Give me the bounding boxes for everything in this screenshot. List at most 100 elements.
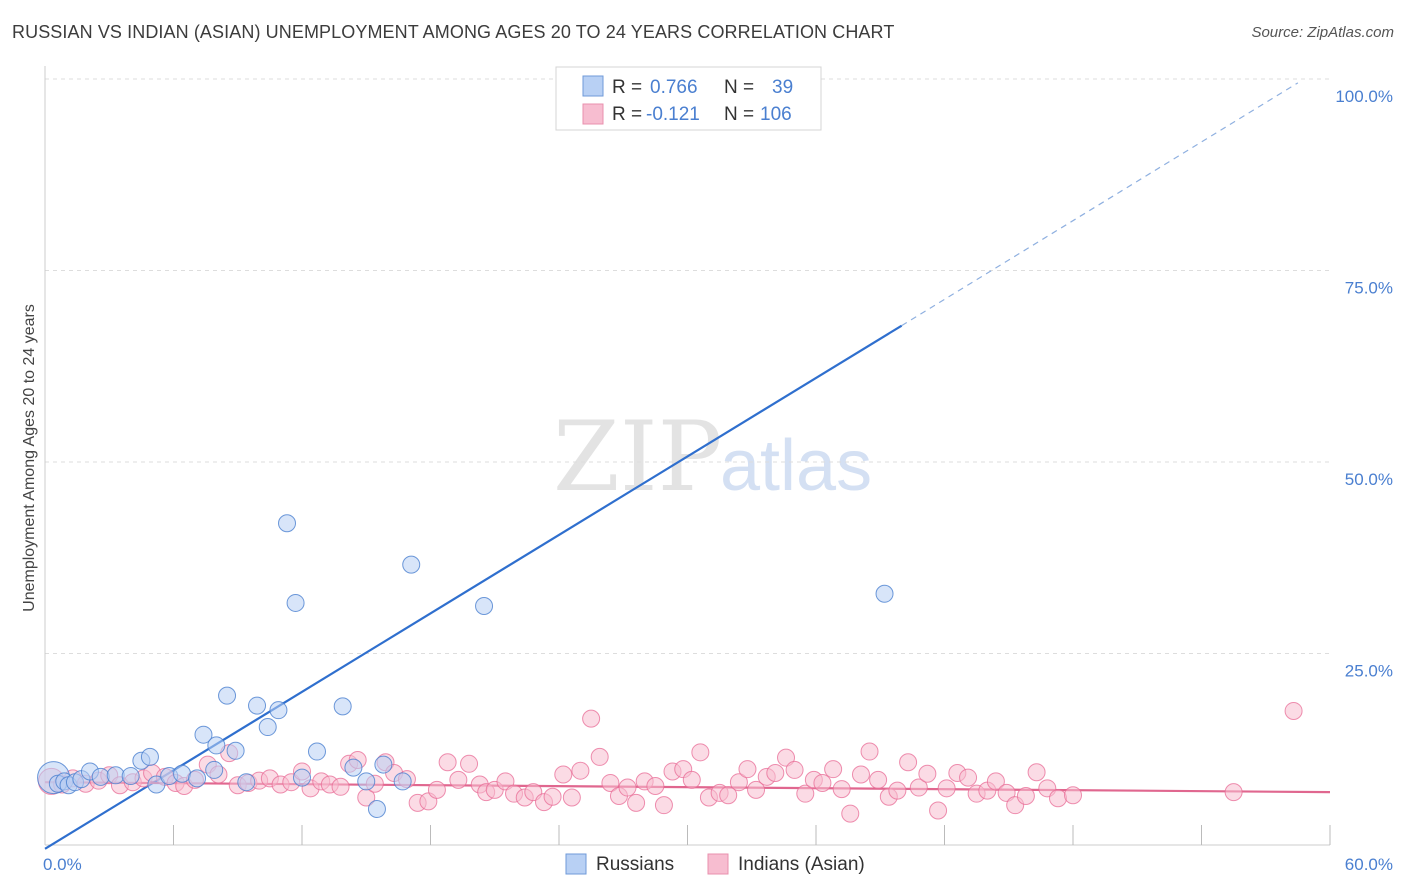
point-indians-asian-87 (899, 753, 918, 772)
point-indians-asian-79 (824, 760, 843, 779)
trend-line-russians (44, 324, 903, 850)
y-tick-label-0: 25.0% (1345, 662, 1393, 681)
point-indians-asian-96 (986, 772, 1005, 791)
legend-swatch-russians (565, 853, 587, 875)
point-russians-29 (333, 697, 352, 716)
point-indians-asian-53 (582, 709, 601, 728)
stats-r-value-russians: 0.766 (650, 77, 698, 98)
y-axis-label: Unemployment Among Ages 20 to 24 years (21, 304, 38, 612)
stats-swatch-russians (582, 75, 604, 97)
point-russians-33 (374, 755, 393, 774)
point-indians-asian-78 (813, 773, 832, 792)
point-indians-asian-60 (646, 777, 665, 796)
point-indians-asian-49 (543, 787, 562, 806)
point-indians-asian-50 (554, 765, 573, 784)
point-indians-asian-44 (496, 772, 515, 791)
point-russians-30 (344, 758, 363, 777)
point-indians-asian-73 (766, 763, 785, 782)
point-indians-asian-37 (427, 780, 446, 799)
point-russians-15 (188, 769, 207, 788)
point-indians-asian-61 (654, 796, 673, 815)
point-indians-asian-102 (1049, 789, 1068, 808)
tick-labels: 25.0% 50.0% 75.0% 100.0% 0.0% 60.0% (43, 87, 1393, 874)
point-indians-asian-38 (438, 753, 457, 772)
point-indians-asian-65 (691, 743, 710, 762)
point-russians-12 (147, 775, 166, 794)
point-indians-asian-58 (627, 793, 646, 812)
point-indians-asian-51 (562, 788, 581, 807)
watermark-zip: ZIP (553, 401, 722, 513)
y-tick-label-1: 50.0% (1345, 470, 1393, 489)
point-russians-27 (293, 768, 311, 787)
point-russians-7 (91, 767, 110, 786)
point-russians-31 (357, 772, 376, 791)
point-russians-35 (402, 555, 421, 574)
point-russians-38 (875, 584, 894, 603)
point-indians-asian-84 (869, 770, 888, 789)
legend-label-russians: Russians (596, 854, 674, 875)
point-indians-asian-105 (1284, 701, 1303, 720)
point-russians-26 (286, 593, 305, 612)
point-indians-asian-86 (888, 781, 907, 800)
point-indians-asian-89 (918, 764, 937, 783)
point-indians-asian-88 (909, 778, 928, 797)
legend-label-indians: Indians (Asian) (738, 854, 865, 875)
point-indians-asian-100 (1027, 763, 1046, 782)
point-russians-20 (226, 741, 245, 760)
point-indians-asian-82 (851, 765, 870, 784)
series-legend: Russians Indians (Asian) (565, 853, 865, 875)
point-russians-28 (307, 742, 326, 761)
point-russians-9 (121, 767, 140, 786)
point-russians-8 (106, 766, 125, 785)
point-indians-asian-68 (719, 786, 738, 805)
point-russians-32 (367, 799, 386, 818)
point-indians-asian-54 (590, 747, 609, 766)
point-indians-asian-103 (1064, 786, 1082, 805)
point-indians-asian-71 (747, 780, 766, 799)
point-russians-22 (248, 696, 267, 715)
point-indians-asian-83 (860, 742, 879, 761)
point-russians-14 (173, 764, 192, 783)
source-label: Source: ZipAtlas.com (1251, 24, 1394, 41)
point-indians-asian-70 (738, 760, 757, 779)
point-indians-asian-91 (937, 779, 956, 798)
point-russians-34 (393, 772, 412, 791)
point-russians-11 (140, 747, 159, 766)
stats-swatch-indians (582, 103, 604, 125)
point-indians-asian-27 (331, 777, 350, 796)
point-russians-25 (278, 514, 297, 533)
points-russians (37, 70, 894, 818)
x-tick-label-1: 60.0% (1345, 855, 1393, 874)
stats-r-label-indians: R = (612, 104, 642, 125)
point-indians-asian-64 (682, 770, 701, 789)
point-russians-16 (194, 725, 213, 744)
x-tick-label-0: 0.0% (43, 855, 82, 874)
point-indians-asian-74 (777, 748, 796, 767)
point-indians-asian-76 (796, 784, 815, 803)
grid-lines (45, 78, 1330, 654)
point-indians-asian-90 (929, 801, 948, 820)
y-tick-label-2: 75.0% (1345, 279, 1393, 298)
point-russians-18 (207, 736, 226, 755)
point-indians-asian-80 (832, 780, 851, 799)
point-russians-23 (258, 718, 277, 737)
point-indians-asian-104 (1224, 783, 1243, 802)
points-indians-asian (37, 701, 1303, 823)
y-tick-label-3: 100.0% (1335, 87, 1393, 106)
point-indians-asian-39 (449, 770, 468, 789)
point-indians-asian-93 (959, 768, 978, 787)
point-indians-asian-97 (997, 783, 1016, 802)
stats-r-value-indians: -0.121 (646, 104, 700, 125)
stats-n-label-indians: N = (724, 104, 754, 125)
axes (44, 66, 1331, 846)
chart-title: RUSSIAN VS INDIAN (ASIAN) UNEMPLOYMENT A… (12, 22, 895, 42)
point-indians-asian-75 (785, 760, 804, 779)
point-indians-asian-99 (1016, 786, 1035, 805)
point-indians-asian-69 (729, 773, 748, 792)
stats-n-value-russians: 39 (772, 77, 793, 98)
stats-n-value-indians: 106 (760, 104, 792, 125)
point-russians-36 (475, 597, 494, 616)
stats-r-label-russians: R = (612, 77, 642, 98)
point-indians-asian-57 (618, 778, 637, 797)
